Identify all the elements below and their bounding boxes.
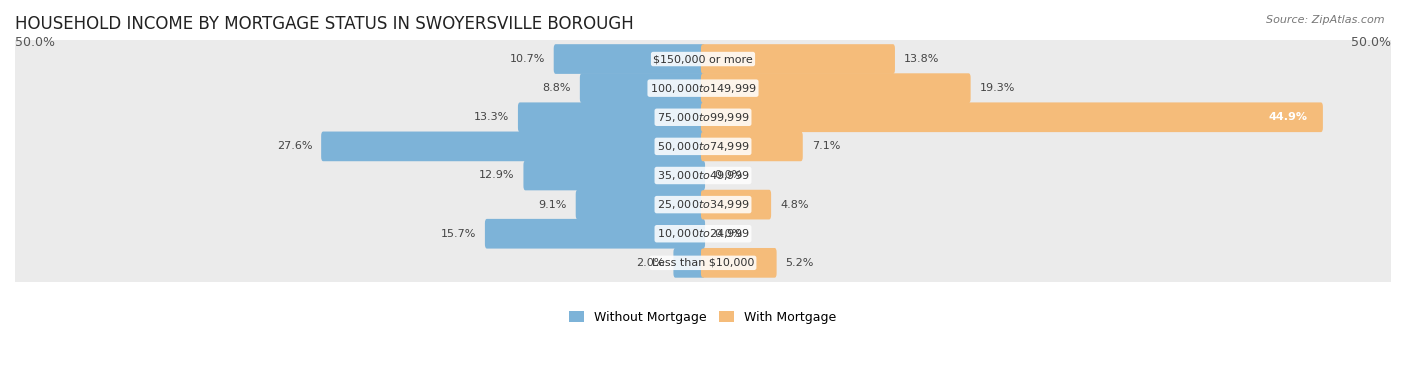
FancyBboxPatch shape	[321, 132, 704, 161]
FancyBboxPatch shape	[11, 182, 1395, 227]
FancyBboxPatch shape	[11, 241, 1395, 285]
FancyBboxPatch shape	[579, 73, 704, 103]
Text: Source: ZipAtlas.com: Source: ZipAtlas.com	[1267, 15, 1385, 25]
Text: $75,000 to $99,999: $75,000 to $99,999	[657, 111, 749, 124]
FancyBboxPatch shape	[517, 103, 704, 132]
Text: $150,000 or more: $150,000 or more	[654, 54, 752, 64]
Text: 13.3%: 13.3%	[474, 112, 509, 122]
Text: 5.2%: 5.2%	[786, 258, 814, 268]
FancyBboxPatch shape	[523, 161, 704, 190]
FancyBboxPatch shape	[575, 190, 704, 219]
FancyBboxPatch shape	[702, 73, 970, 103]
Text: 50.0%: 50.0%	[15, 36, 55, 49]
Text: 12.9%: 12.9%	[479, 170, 515, 181]
Text: 0.0%: 0.0%	[714, 170, 742, 181]
FancyBboxPatch shape	[11, 66, 1395, 110]
FancyBboxPatch shape	[11, 37, 1395, 81]
Text: 7.1%: 7.1%	[811, 141, 839, 152]
Text: 2.0%: 2.0%	[636, 258, 665, 268]
Text: 19.3%: 19.3%	[980, 83, 1015, 93]
FancyBboxPatch shape	[673, 248, 704, 278]
Text: $10,000 to $24,999: $10,000 to $24,999	[657, 227, 749, 240]
Text: Less than $10,000: Less than $10,000	[652, 258, 754, 268]
Text: $100,000 to $149,999: $100,000 to $149,999	[650, 82, 756, 95]
FancyBboxPatch shape	[11, 153, 1395, 198]
FancyBboxPatch shape	[11, 211, 1395, 256]
Text: 9.1%: 9.1%	[538, 199, 567, 210]
FancyBboxPatch shape	[702, 248, 776, 278]
Text: 44.9%: 44.9%	[1268, 112, 1308, 122]
Legend: Without Mortgage, With Mortgage: Without Mortgage, With Mortgage	[564, 306, 842, 329]
FancyBboxPatch shape	[485, 219, 704, 248]
Text: 4.8%: 4.8%	[780, 199, 808, 210]
Text: 15.7%: 15.7%	[440, 229, 477, 239]
Text: 8.8%: 8.8%	[543, 83, 571, 93]
Text: HOUSEHOLD INCOME BY MORTGAGE STATUS IN SWOYERSVILLE BOROUGH: HOUSEHOLD INCOME BY MORTGAGE STATUS IN S…	[15, 15, 634, 33]
FancyBboxPatch shape	[554, 44, 704, 74]
Text: $25,000 to $34,999: $25,000 to $34,999	[657, 198, 749, 211]
Text: 50.0%: 50.0%	[1351, 36, 1391, 49]
FancyBboxPatch shape	[702, 190, 770, 219]
FancyBboxPatch shape	[702, 103, 1323, 132]
Text: 13.8%: 13.8%	[904, 54, 939, 64]
Text: 10.7%: 10.7%	[509, 54, 544, 64]
Text: $50,000 to $74,999: $50,000 to $74,999	[657, 140, 749, 153]
Text: 0.0%: 0.0%	[714, 229, 742, 239]
Text: 27.6%: 27.6%	[277, 141, 312, 152]
Text: $35,000 to $49,999: $35,000 to $49,999	[657, 169, 749, 182]
FancyBboxPatch shape	[11, 95, 1395, 139]
FancyBboxPatch shape	[702, 132, 803, 161]
FancyBboxPatch shape	[11, 124, 1395, 169]
FancyBboxPatch shape	[702, 44, 896, 74]
